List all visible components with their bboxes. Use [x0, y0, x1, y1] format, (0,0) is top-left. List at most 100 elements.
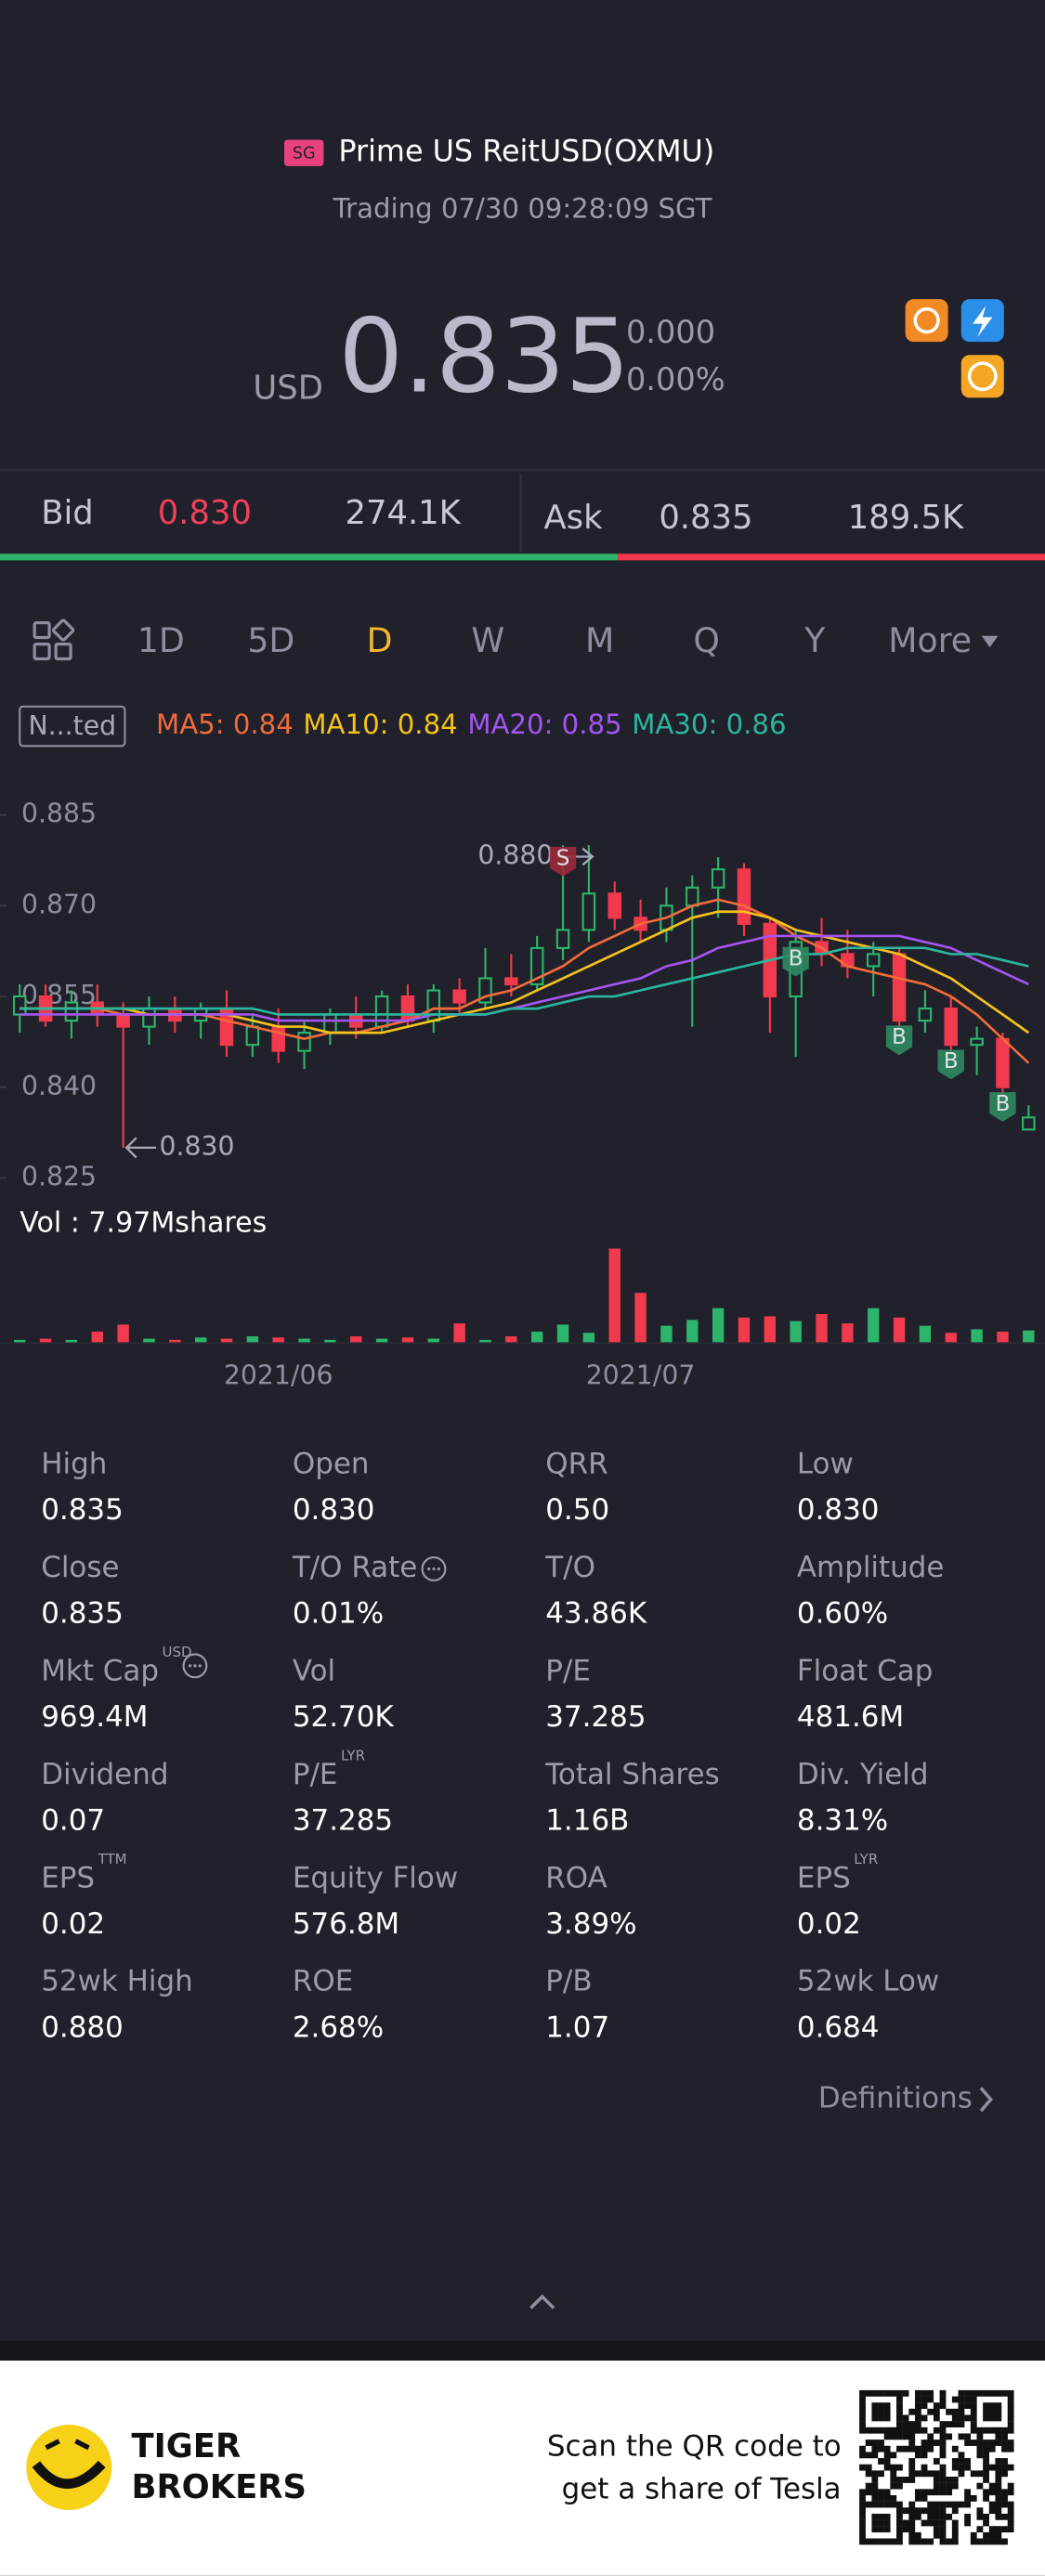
stat-label: Low — [797, 1448, 854, 1481]
candle-body — [12, 995, 27, 1016]
qr-module — [933, 2470, 940, 2478]
y-tick-label: 0.855 — [21, 980, 97, 1010]
qr-code — [859, 2389, 1014, 2545]
collapse-caret[interactable] — [529, 2294, 555, 2309]
period-tab[interactable]: D — [367, 620, 393, 660]
price-change: 0.000 — [626, 314, 715, 350]
qr-module — [890, 2494, 897, 2502]
volume-bar — [91, 1331, 103, 1343]
qr-module — [933, 2519, 940, 2527]
stat-value: 3.89% — [545, 1907, 636, 1941]
volume-bar — [686, 1320, 699, 1343]
qr-module — [951, 2531, 959, 2539]
icon-dividend[interactable] — [960, 355, 1004, 398]
qr-module — [958, 2414, 965, 2422]
qr-module — [859, 2538, 866, 2545]
period-tab[interactable]: M — [585, 620, 614, 660]
volume-bar — [712, 1308, 725, 1343]
qr-module — [946, 2513, 953, 2520]
currency: USD — [253, 369, 323, 407]
qr-module — [914, 2531, 921, 2539]
qr-module — [988, 2501, 996, 2508]
period-tab[interactable]: Q — [693, 620, 720, 660]
qr-module — [988, 2426, 996, 2434]
info-icon[interactable] — [421, 1556, 447, 1581]
stat-label: 52wk Low — [797, 1965, 939, 1998]
qr-module — [970, 2538, 977, 2545]
indicator-box[interactable] — [19, 705, 126, 748]
qr-module — [995, 2501, 1002, 2508]
qr-module — [939, 2426, 947, 2434]
qr-module — [902, 2526, 909, 2533]
qr-module — [964, 2489, 972, 2496]
market-badge — [284, 139, 324, 166]
qr-module — [995, 2402, 1002, 2410]
qr-module — [946, 2538, 953, 2545]
qr-module — [1001, 2464, 1008, 2471]
layout-icon[interactable] — [33, 618, 75, 661]
qr-module — [958, 2433, 965, 2440]
volume-bar — [65, 1339, 78, 1343]
qr-module — [908, 2433, 916, 2440]
period-tab[interactable]: W — [471, 620, 504, 660]
qr-module — [878, 2489, 884, 2496]
candle-body — [996, 1037, 1010, 1088]
volume-bar — [764, 1316, 777, 1343]
qr-module — [896, 2408, 903, 2415]
ask-size: 189.5K — [848, 499, 964, 537]
info-icon[interactable] — [182, 1653, 208, 1679]
qr-module — [883, 2513, 891, 2520]
qr-module — [939, 2489, 947, 2496]
qr-module — [908, 2439, 916, 2446]
volume-bar — [868, 1308, 880, 1343]
icon-trade[interactable] — [905, 299, 948, 343]
max-price-label: 0.880 — [477, 840, 553, 871]
qr-module — [939, 2513, 947, 2520]
qr-module — [914, 2494, 921, 2502]
qr-module — [983, 2477, 989, 2483]
icon-cell — [33, 643, 51, 661]
qr-module — [995, 2439, 1002, 2446]
qr-module — [939, 2501, 947, 2508]
qr-module — [939, 2507, 947, 2515]
qr-module — [927, 2507, 934, 2515]
stat-label: High — [41, 1448, 107, 1481]
qr-module — [859, 2421, 866, 2427]
qr-module — [896, 2519, 903, 2527]
period-tab[interactable]: 1D — [137, 620, 185, 660]
qr-module — [908, 2445, 916, 2452]
qr-module — [890, 2452, 897, 2459]
qr-module — [878, 2439, 884, 2446]
qr-module — [878, 2458, 884, 2465]
promo-text: Scan the QR code to — [547, 2429, 842, 2463]
qr-module — [914, 2507, 921, 2515]
qr-module — [896, 2433, 903, 2440]
qr-module — [1007, 2507, 1014, 2515]
qr-module — [983, 2458, 989, 2465]
qr-module — [896, 2513, 903, 2520]
indicator-label: N...ted — [29, 710, 117, 741]
qr-module — [883, 2402, 891, 2410]
qr-module — [883, 2464, 891, 2471]
qr-module — [865, 2470, 872, 2478]
qr-module — [896, 2538, 903, 2545]
volume-bar — [427, 1338, 439, 1343]
qr-module — [871, 2494, 879, 2502]
qr-module — [871, 2519, 879, 2527]
candle-body — [737, 868, 751, 925]
qr-module — [983, 2513, 989, 2520]
min-price-label: 0.830 — [160, 1131, 235, 1162]
qr-module — [914, 2414, 921, 2422]
qr-module — [908, 2519, 916, 2527]
stat-value: 481.6M — [797, 1700, 904, 1734]
period-tab[interactable]: 5D — [247, 620, 294, 660]
qr-module — [951, 2501, 959, 2508]
qr-module — [908, 2501, 916, 2508]
period-tab[interactable]: Y — [803, 620, 826, 660]
qr-module — [946, 2421, 953, 2427]
qr-module — [988, 2389, 996, 2397]
period-tab[interactable]: More — [888, 620, 972, 660]
qr-module — [951, 2421, 959, 2427]
definitions-link[interactable]: Definitions — [818, 2081, 973, 2114]
volume-bar — [246, 1336, 259, 1343]
